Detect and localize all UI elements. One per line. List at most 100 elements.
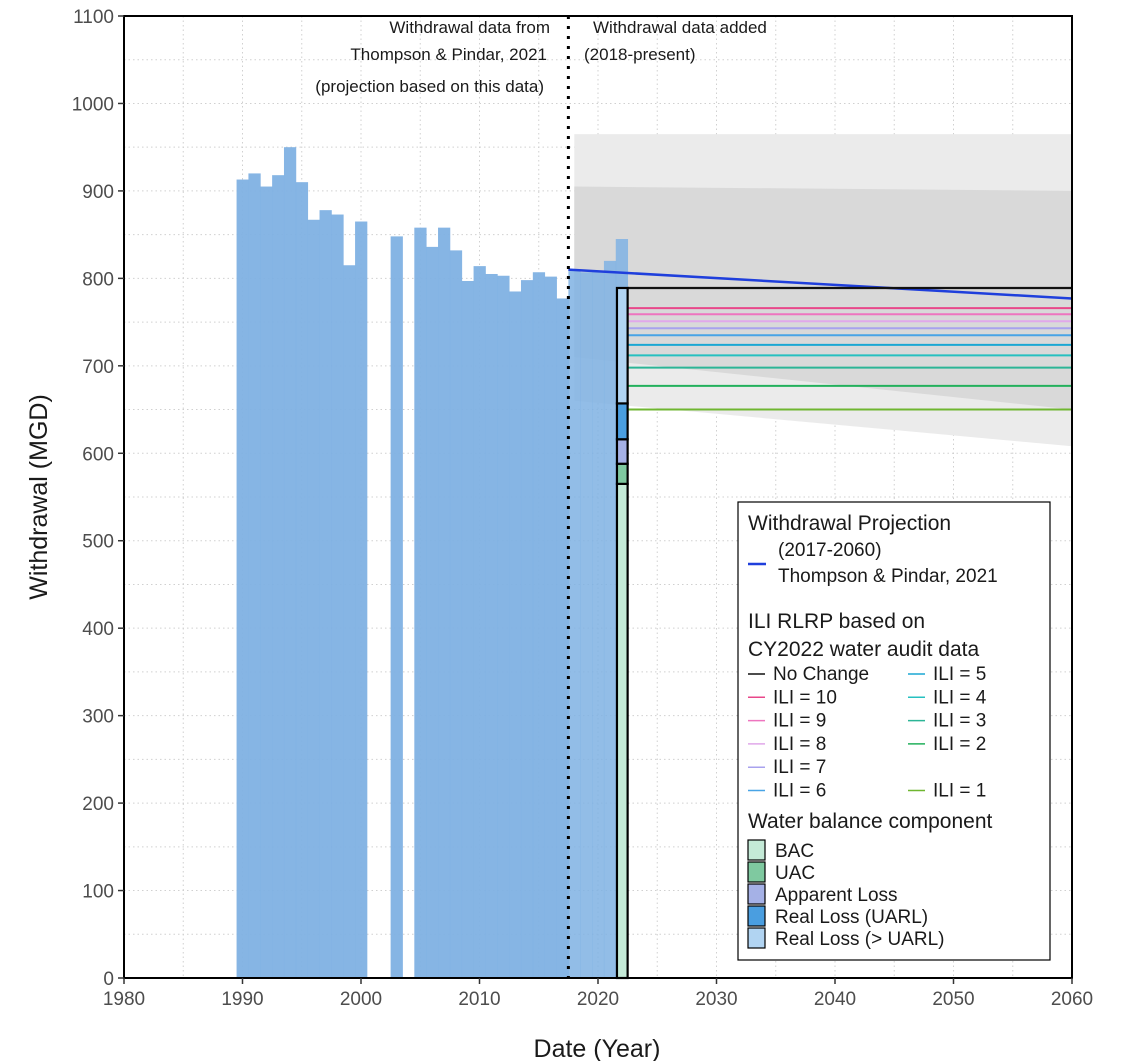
legend-wb-label-2: Apparent Loss [775,885,898,906]
bar-2005 [414,227,427,978]
bar-1996 [307,219,320,978]
bar-2013 [509,291,522,978]
projection-band-inner [574,186,1072,410]
legend-wb-label-4: Real Loss (> UARL) [775,929,944,950]
bar-2018 [568,269,581,979]
bar-1990 [236,179,249,979]
annotation-right-line-1: Withdrawal data added [593,18,767,37]
y-tick-label: 900 [82,182,114,203]
x-axis-title: Date (Year) [534,1035,661,1061]
historical-withdrawal-bars [236,147,629,979]
bar-1992 [260,186,273,978]
legend-wb-key-2 [747,883,766,905]
bar-2003 [390,236,403,979]
x-tick-label: 2010 [458,989,500,1010]
annotation-left: Withdrawal data from Thompson & Pindar, … [315,18,550,96]
y-tick-label: 700 [82,357,114,378]
y-tick-label: 100 [82,882,114,903]
legend-wb-key-4 [747,927,766,949]
bar-1991 [248,173,261,978]
legend-ili-label-8: ILI = 3 [933,711,986,732]
bar-1999 [343,265,356,978]
annotation-right: Withdrawal data added (2018-present) [584,18,767,64]
x-tick-label: 2000 [340,989,382,1010]
legend-wb-label-3: Real Loss (UARL) [775,907,928,928]
bar-2014 [520,280,534,978]
x-tick-label: 2040 [814,989,856,1010]
water-balance-bar [615,286,629,980]
projection-line [568,268,1073,300]
bar-2015 [532,272,546,978]
legend-ili-label-4: ILI = 7 [773,757,826,778]
ili-lines [627,286,1072,411]
y-tick-label: 1100 [73,7,114,28]
legend-projection-label-2: Thompson & Pindar, 2021 [778,566,998,587]
x-tick-label: 2030 [695,989,737,1010]
bar-1998 [331,214,344,978]
legend-wb-key-0 [747,839,766,861]
legend-box [737,501,1051,961]
water-balance-segment-0 [615,482,629,980]
legend-wb-key-3 [747,905,766,927]
y-tick-label: 400 [82,619,114,640]
bar-2017 [556,298,569,979]
annotation-left-line-2: Thompson & Pindar, 2021 [350,45,547,64]
legend-ili-label-1: ILI = 10 [773,687,837,708]
legend-wb-label-0: BAC [775,841,814,862]
legend-ili-title-1: ILI RLRP based on [748,610,925,633]
x-tick-label: 2020 [577,989,619,1010]
water-balance-segment-2 [615,438,629,465]
legend-wb-label-1: UAC [775,863,815,884]
y-axis-title: Withdrawal (MGD) [25,394,53,600]
bar-2009 [461,280,474,978]
x-tick-label: 2050 [932,989,974,1010]
annotation-left-line-3: (projection based on this data) [315,77,544,96]
water-balance-segment-1 [615,462,629,485]
legend-ili-label-2: ILI = 9 [773,711,826,732]
y-tick-label: 200 [82,794,114,815]
bar-2012 [497,275,510,978]
x-tick-label: 1980 [103,989,145,1010]
bar-2000 [355,221,368,978]
bar-1997 [319,210,332,978]
y-tick-label: 800 [82,269,114,290]
bar-2016 [544,276,557,979]
legend-ili-label-9: ILI = 2 [933,734,986,755]
legend-ili-label-6: ILI = 5 [933,664,986,685]
legend-ili-title-2: CY2022 water audit data [748,638,979,661]
water-balance-segment-4 [615,286,629,405]
legend-water-balance-title: Water balance component [748,810,993,833]
y-tick-label: 500 [82,532,114,553]
x-tick-label: 2060 [1051,989,1093,1010]
legend: Withdrawal Projection (2017-2060) Thomps… [737,501,1051,961]
projection-uncertainty-bands [574,134,1072,447]
bar-2006 [426,246,439,978]
y-tick-label: 0 [103,969,114,990]
bar-1995 [295,182,309,978]
legend-projection-label-1: (2017-2060) [778,540,882,561]
x-tick-label: 1990 [221,989,263,1010]
bar-2020 [592,271,605,978]
bar-1994 [283,147,297,978]
water-balance-segment-3 [615,402,629,441]
bar-2010 [473,266,486,978]
bar-2021 [603,260,617,978]
y-tick-label: 600 [82,444,114,465]
legend-ili-label-0: No Change [773,664,869,685]
bar-2019 [580,272,593,978]
y-tick-label: 1000 [72,94,114,115]
x-axis-ticks: 1980 1990 2000 2010 2020 2030 2040 2050 2060 [103,978,1093,1010]
y-axis-ticks: 0 100 200 300 400 500 600 700 800 900 1000 1100 [72,7,124,990]
legend-wb-key-1 [747,861,766,883]
bar-2008 [449,250,463,979]
legend-ili-label-7: ILI = 4 [933,687,987,708]
legend-ili-label-5: ILI = 6 [773,781,826,802]
legend-ili-label-3: ILI = 8 [773,734,826,755]
bar-1993 [272,175,285,979]
projection-series [568,268,1073,300]
legend-ili-label-10: ILI = 1 [933,781,986,802]
annotation-left-line-1: Withdrawal data from [389,18,550,37]
annotation-right-line-2: (2018-present) [584,45,696,64]
